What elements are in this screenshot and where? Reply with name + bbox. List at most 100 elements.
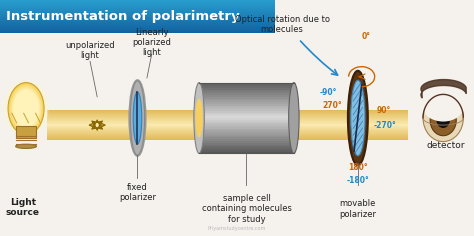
Bar — [47, 130, 408, 131]
Bar — [47, 138, 408, 139]
Bar — [199, 136, 294, 137]
Text: -180°: -180° — [346, 176, 369, 185]
Bar — [199, 86, 294, 88]
Bar — [199, 122, 294, 123]
Bar — [199, 141, 294, 143]
Bar — [47, 112, 408, 113]
Text: Priyamstudycentre.com: Priyamstudycentre.com — [208, 226, 266, 231]
Ellipse shape — [194, 83, 204, 153]
Bar — [0, 20, 275, 21]
Bar — [199, 100, 294, 102]
Ellipse shape — [9, 83, 44, 135]
Ellipse shape — [16, 144, 36, 148]
Bar — [0, 9, 275, 10]
Text: unpolarized
light: unpolarized light — [65, 41, 115, 60]
Bar — [199, 137, 294, 139]
Ellipse shape — [13, 89, 40, 128]
Bar — [0, 13, 275, 14]
Bar — [0, 6, 275, 7]
Bar — [0, 1, 275, 2]
Bar — [199, 129, 294, 130]
Text: fixed
polarizer: fixed polarizer — [119, 183, 156, 202]
Bar — [47, 118, 408, 119]
Bar — [199, 144, 294, 146]
Ellipse shape — [9, 84, 43, 133]
Text: movable
polarizer: movable polarizer — [339, 199, 376, 219]
Bar — [199, 93, 294, 95]
Text: 270°: 270° — [322, 101, 342, 110]
Bar — [47, 110, 408, 111]
Bar — [0, 25, 275, 26]
Ellipse shape — [4, 80, 49, 137]
Bar — [47, 122, 408, 123]
Bar — [47, 113, 408, 114]
Bar — [0, 16, 275, 17]
Ellipse shape — [423, 93, 463, 122]
Bar — [47, 115, 408, 116]
Ellipse shape — [11, 87, 41, 130]
Bar — [0, 27, 275, 28]
Bar — [199, 95, 294, 97]
Text: Instrumentation of polarimetry: Instrumentation of polarimetry — [6, 10, 239, 23]
Bar — [0, 23, 275, 24]
Bar — [0, 14, 275, 15]
Bar — [199, 111, 294, 113]
Bar — [0, 30, 275, 31]
Text: sample cell
containing molecules
for study: sample cell containing molecules for stu… — [201, 194, 292, 224]
Bar — [47, 133, 408, 134]
Bar — [0, 29, 275, 30]
Bar — [47, 137, 408, 138]
Bar — [0, 22, 275, 23]
Bar — [47, 134, 408, 135]
Bar — [199, 139, 294, 141]
Bar — [47, 126, 408, 127]
Bar — [0, 0, 275, 1]
Ellipse shape — [13, 90, 39, 127]
Bar — [199, 92, 294, 93]
Ellipse shape — [12, 88, 40, 130]
Bar — [199, 134, 294, 136]
Bar — [0, 32, 275, 33]
Ellipse shape — [445, 109, 449, 115]
Ellipse shape — [348, 71, 368, 165]
Bar — [199, 130, 294, 132]
Ellipse shape — [423, 94, 463, 142]
Text: 0°: 0° — [362, 32, 371, 41]
Ellipse shape — [11, 86, 41, 131]
Text: detector: detector — [426, 141, 465, 150]
Bar — [199, 84, 294, 86]
Ellipse shape — [13, 89, 39, 128]
Text: 180°: 180° — [348, 163, 368, 172]
Ellipse shape — [133, 92, 142, 144]
Bar — [199, 83, 294, 84]
Bar — [199, 118, 294, 120]
Bar — [199, 88, 294, 90]
Bar — [47, 121, 408, 122]
Bar — [47, 120, 408, 121]
Bar — [0, 3, 275, 4]
Ellipse shape — [11, 87, 41, 130]
Bar — [0, 10, 275, 11]
Bar — [199, 148, 294, 150]
Text: Optical rotation due to
molecules: Optical rotation due to molecules — [235, 15, 329, 34]
Bar — [47, 123, 408, 124]
Bar — [0, 19, 275, 20]
Bar — [199, 150, 294, 152]
Bar — [199, 102, 294, 104]
Text: -90°: -90° — [319, 88, 337, 97]
Bar — [0, 18, 275, 19]
Bar — [199, 99, 294, 100]
Ellipse shape — [430, 105, 456, 136]
Bar — [199, 152, 294, 153]
Bar — [47, 135, 408, 136]
Text: -270°: -270° — [374, 121, 396, 130]
Bar — [0, 5, 275, 6]
Bar — [0, 24, 275, 25]
Text: 90°: 90° — [377, 106, 391, 115]
Bar — [199, 113, 294, 114]
Bar — [47, 136, 408, 137]
Ellipse shape — [10, 85, 42, 132]
Bar — [0, 21, 275, 22]
Ellipse shape — [130, 81, 145, 155]
Bar — [47, 132, 408, 133]
